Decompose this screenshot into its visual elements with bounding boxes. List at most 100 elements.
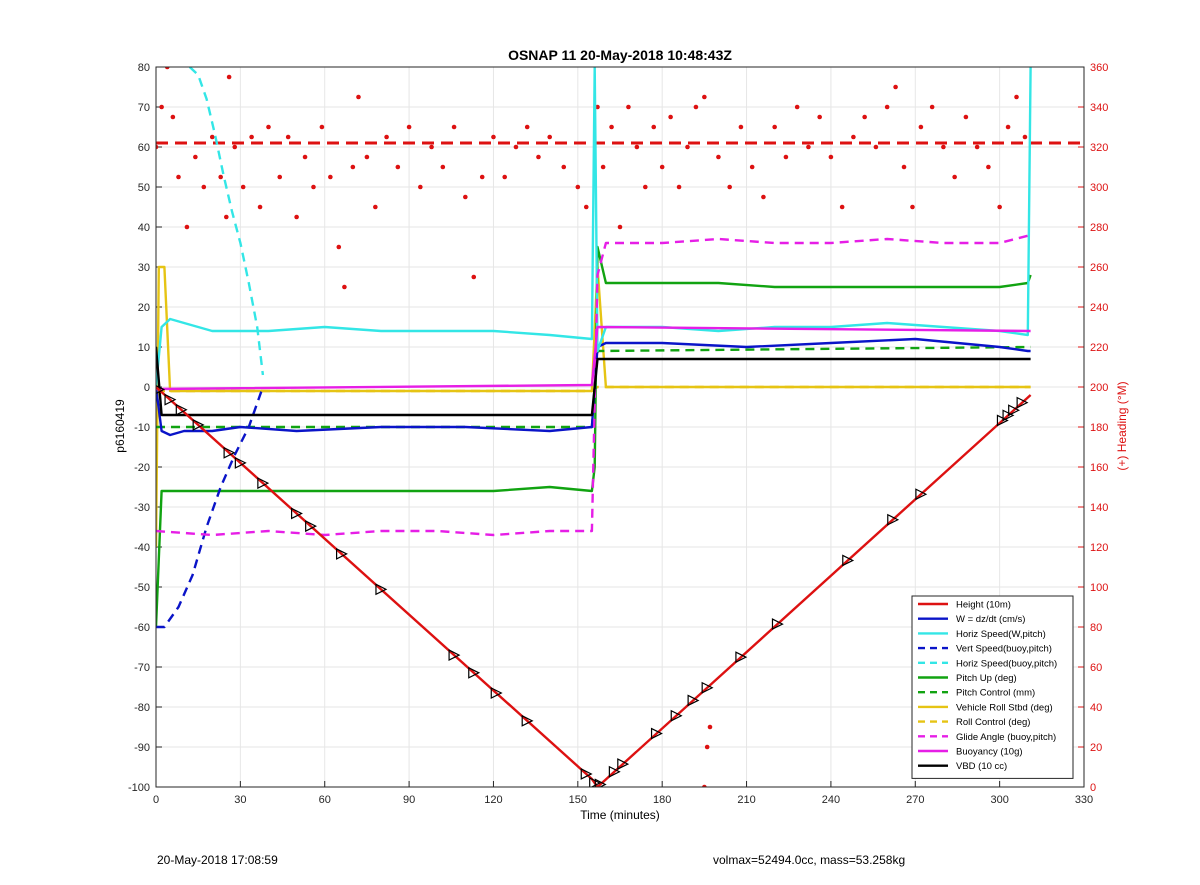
heading-point [193,154,198,160]
right-tick-label: 80 [1090,622,1102,634]
heading-point [1005,124,1011,130]
height-marker [670,709,683,722]
height-marker [915,488,928,501]
heading-point [201,184,207,190]
heading-point [240,184,246,190]
legend-label: Buoyancy (10g) [956,747,1023,758]
heading-point [463,194,468,200]
y-tick-label: 60 [138,142,150,154]
heading-point [617,224,623,230]
legend-label: VBD (10 cc) [956,761,1007,772]
heading-point [676,184,682,190]
y-tick-label: -40 [134,542,150,554]
height-marker [735,651,748,664]
x-tick-label: 180 [653,794,671,806]
legend-label: Pitch Up (deg) [956,673,1017,684]
x-axis-ticks: 0 30 60 90 120 150 180 210 240 270 300 330 [153,781,1093,806]
heading-point [406,124,412,130]
y-tick-label: 50 [138,182,150,194]
series-line-4 [188,67,265,376]
y-tick-label: 40 [138,222,150,234]
height-marker [521,714,534,727]
right-tick-label: 340 [1090,102,1108,114]
height-marker [336,547,348,560]
height-marker [257,477,270,490]
heading-point [761,194,766,200]
heading-point [232,144,238,150]
heading-point [156,144,159,150]
x-tick-label: 0 [153,794,159,806]
heading-point [471,274,477,280]
heading-point [634,144,640,150]
legend-label: Vert Speed(buoy,pitch) [956,644,1052,655]
right-axis-ticks: 0 20 40 60 80 100 120 140 160 180 200 220 240 260 280 3… [1078,62,1108,794]
height-marker [234,456,247,469]
y-tick-label: -90 [134,742,150,754]
height-marker [175,403,188,416]
heading-point [1014,94,1019,100]
height-marker [223,446,236,459]
height-marker [771,618,784,631]
heading-point [651,124,657,130]
heading-point [817,114,822,120]
heading-point [901,164,907,170]
heading-point [170,114,176,120]
heading-point [668,114,673,120]
height-marker [608,765,621,778]
y-tick-label: -30 [134,502,150,514]
y-tick-label: -20 [134,462,150,474]
plot-frame [155,66,1085,788]
height-marker [448,649,461,662]
heading-point [941,144,946,150]
y-tick-label: -50 [134,582,150,594]
footer-mass-info: volmax=52494.0cc, mass=53.258kg [713,853,906,867]
right-tick-label: 180 [1090,422,1108,434]
series-line-0 [156,386,1032,787]
right-tick-label: 240 [1090,302,1108,314]
heading-point [918,124,924,130]
legend-label: Horiz Speed(buoy,pitch) [956,658,1057,669]
heading-point [184,224,190,230]
right-tick-label: 320 [1090,142,1108,154]
right-tick-label: 280 [1090,222,1108,234]
heading-point [395,164,401,170]
height-marker [650,727,663,740]
plot-area [156,67,1084,787]
heading-point [429,144,434,150]
height-marker [468,666,481,679]
heading-point [547,134,552,140]
heading-point [893,84,898,90]
right-tick-label: 160 [1090,462,1108,474]
heading-point [626,104,631,110]
height-marker [192,418,205,431]
heading-point [643,184,648,190]
y-tick-label: -70 [134,662,150,674]
heading-point [659,164,665,170]
y-tick-label: 10 [138,342,150,354]
heading-point [350,164,356,170]
heading-point [336,244,342,250]
heading-point [294,214,299,220]
right-tick-label: 40 [1090,702,1102,714]
x-tick-label: 300 [990,794,1008,806]
heading-point [451,124,457,130]
right-tick-label: 140 [1090,502,1108,514]
heading-point [600,164,606,170]
right-tick-label: 100 [1090,582,1108,594]
heading-point [226,74,232,80]
series-line-11 [156,346,1031,417]
right-tick-label: 20 [1090,742,1102,754]
legend-label: Roll Control (deg) [956,717,1030,728]
height-marker [1002,409,1015,422]
right-axis-label: (+) Heading (°M) [1115,381,1129,470]
y-tick-label: -60 [134,622,150,634]
right-tick-label: 260 [1090,262,1108,274]
y-tick-label: 0 [144,382,150,394]
right-tick-label: 360 [1090,62,1108,74]
y-tick-label: -10 [134,422,150,434]
series-line-2 [156,67,1032,388]
plot-content [156,67,1084,787]
x-tick-label: 120 [484,794,502,806]
heading-point [356,94,361,100]
